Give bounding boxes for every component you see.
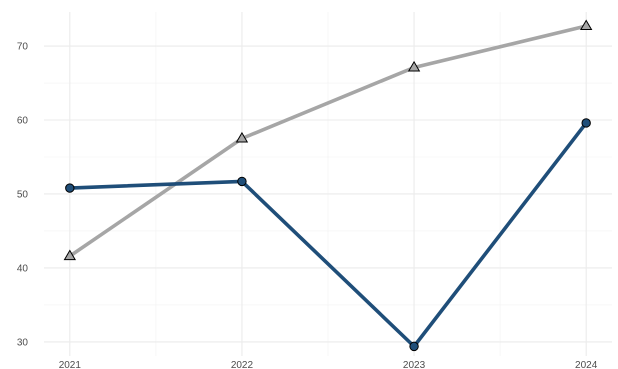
x-tick-label: 2023 xyxy=(403,360,426,369)
data-point xyxy=(65,183,75,193)
y-tick-label: 60 xyxy=(17,116,29,127)
y-tick-label: 50 xyxy=(17,189,29,200)
series-layer xyxy=(63,19,593,352)
y-tick-label: 30 xyxy=(17,337,29,348)
data-point xyxy=(407,60,421,72)
x-axis: 2021 2022 2023 2024 xyxy=(59,360,598,369)
y-tick-label: 70 xyxy=(17,42,29,53)
y-tick-label: 40 xyxy=(17,263,29,274)
data-point xyxy=(63,249,77,261)
data-point xyxy=(409,341,419,352)
data-point xyxy=(237,176,247,187)
data-point xyxy=(235,131,249,143)
series-line xyxy=(68,24,587,258)
data-point xyxy=(581,118,591,128)
x-tick-label: 2021 xyxy=(59,360,82,369)
data-point xyxy=(579,19,593,31)
series-line xyxy=(69,121,588,349)
series-triangle xyxy=(63,19,593,261)
x-tick-label: 2022 xyxy=(231,360,254,369)
x-tick-label: 2024 xyxy=(575,360,598,369)
y-axis: 30 40 50 60 70 xyxy=(17,42,29,349)
series-circle xyxy=(65,118,591,352)
